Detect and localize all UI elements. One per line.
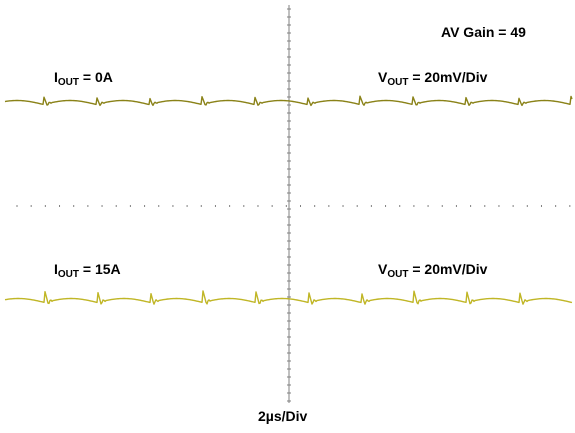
top-current-label: IOUT = 0A xyxy=(54,69,113,88)
bottom-current-label: IOUT = 15A xyxy=(54,261,121,280)
top-voltage-label: VOUT = 20mV/Div xyxy=(378,69,488,88)
gain-label: AV Gain = 49 xyxy=(441,24,526,40)
trace-line-bottom xyxy=(4,290,573,305)
trace-line-top xyxy=(4,95,573,107)
x-axis-label: 2µs/Div xyxy=(258,408,308,424)
bottom-voltage-label: VOUT = 20mV/Div xyxy=(378,261,488,280)
